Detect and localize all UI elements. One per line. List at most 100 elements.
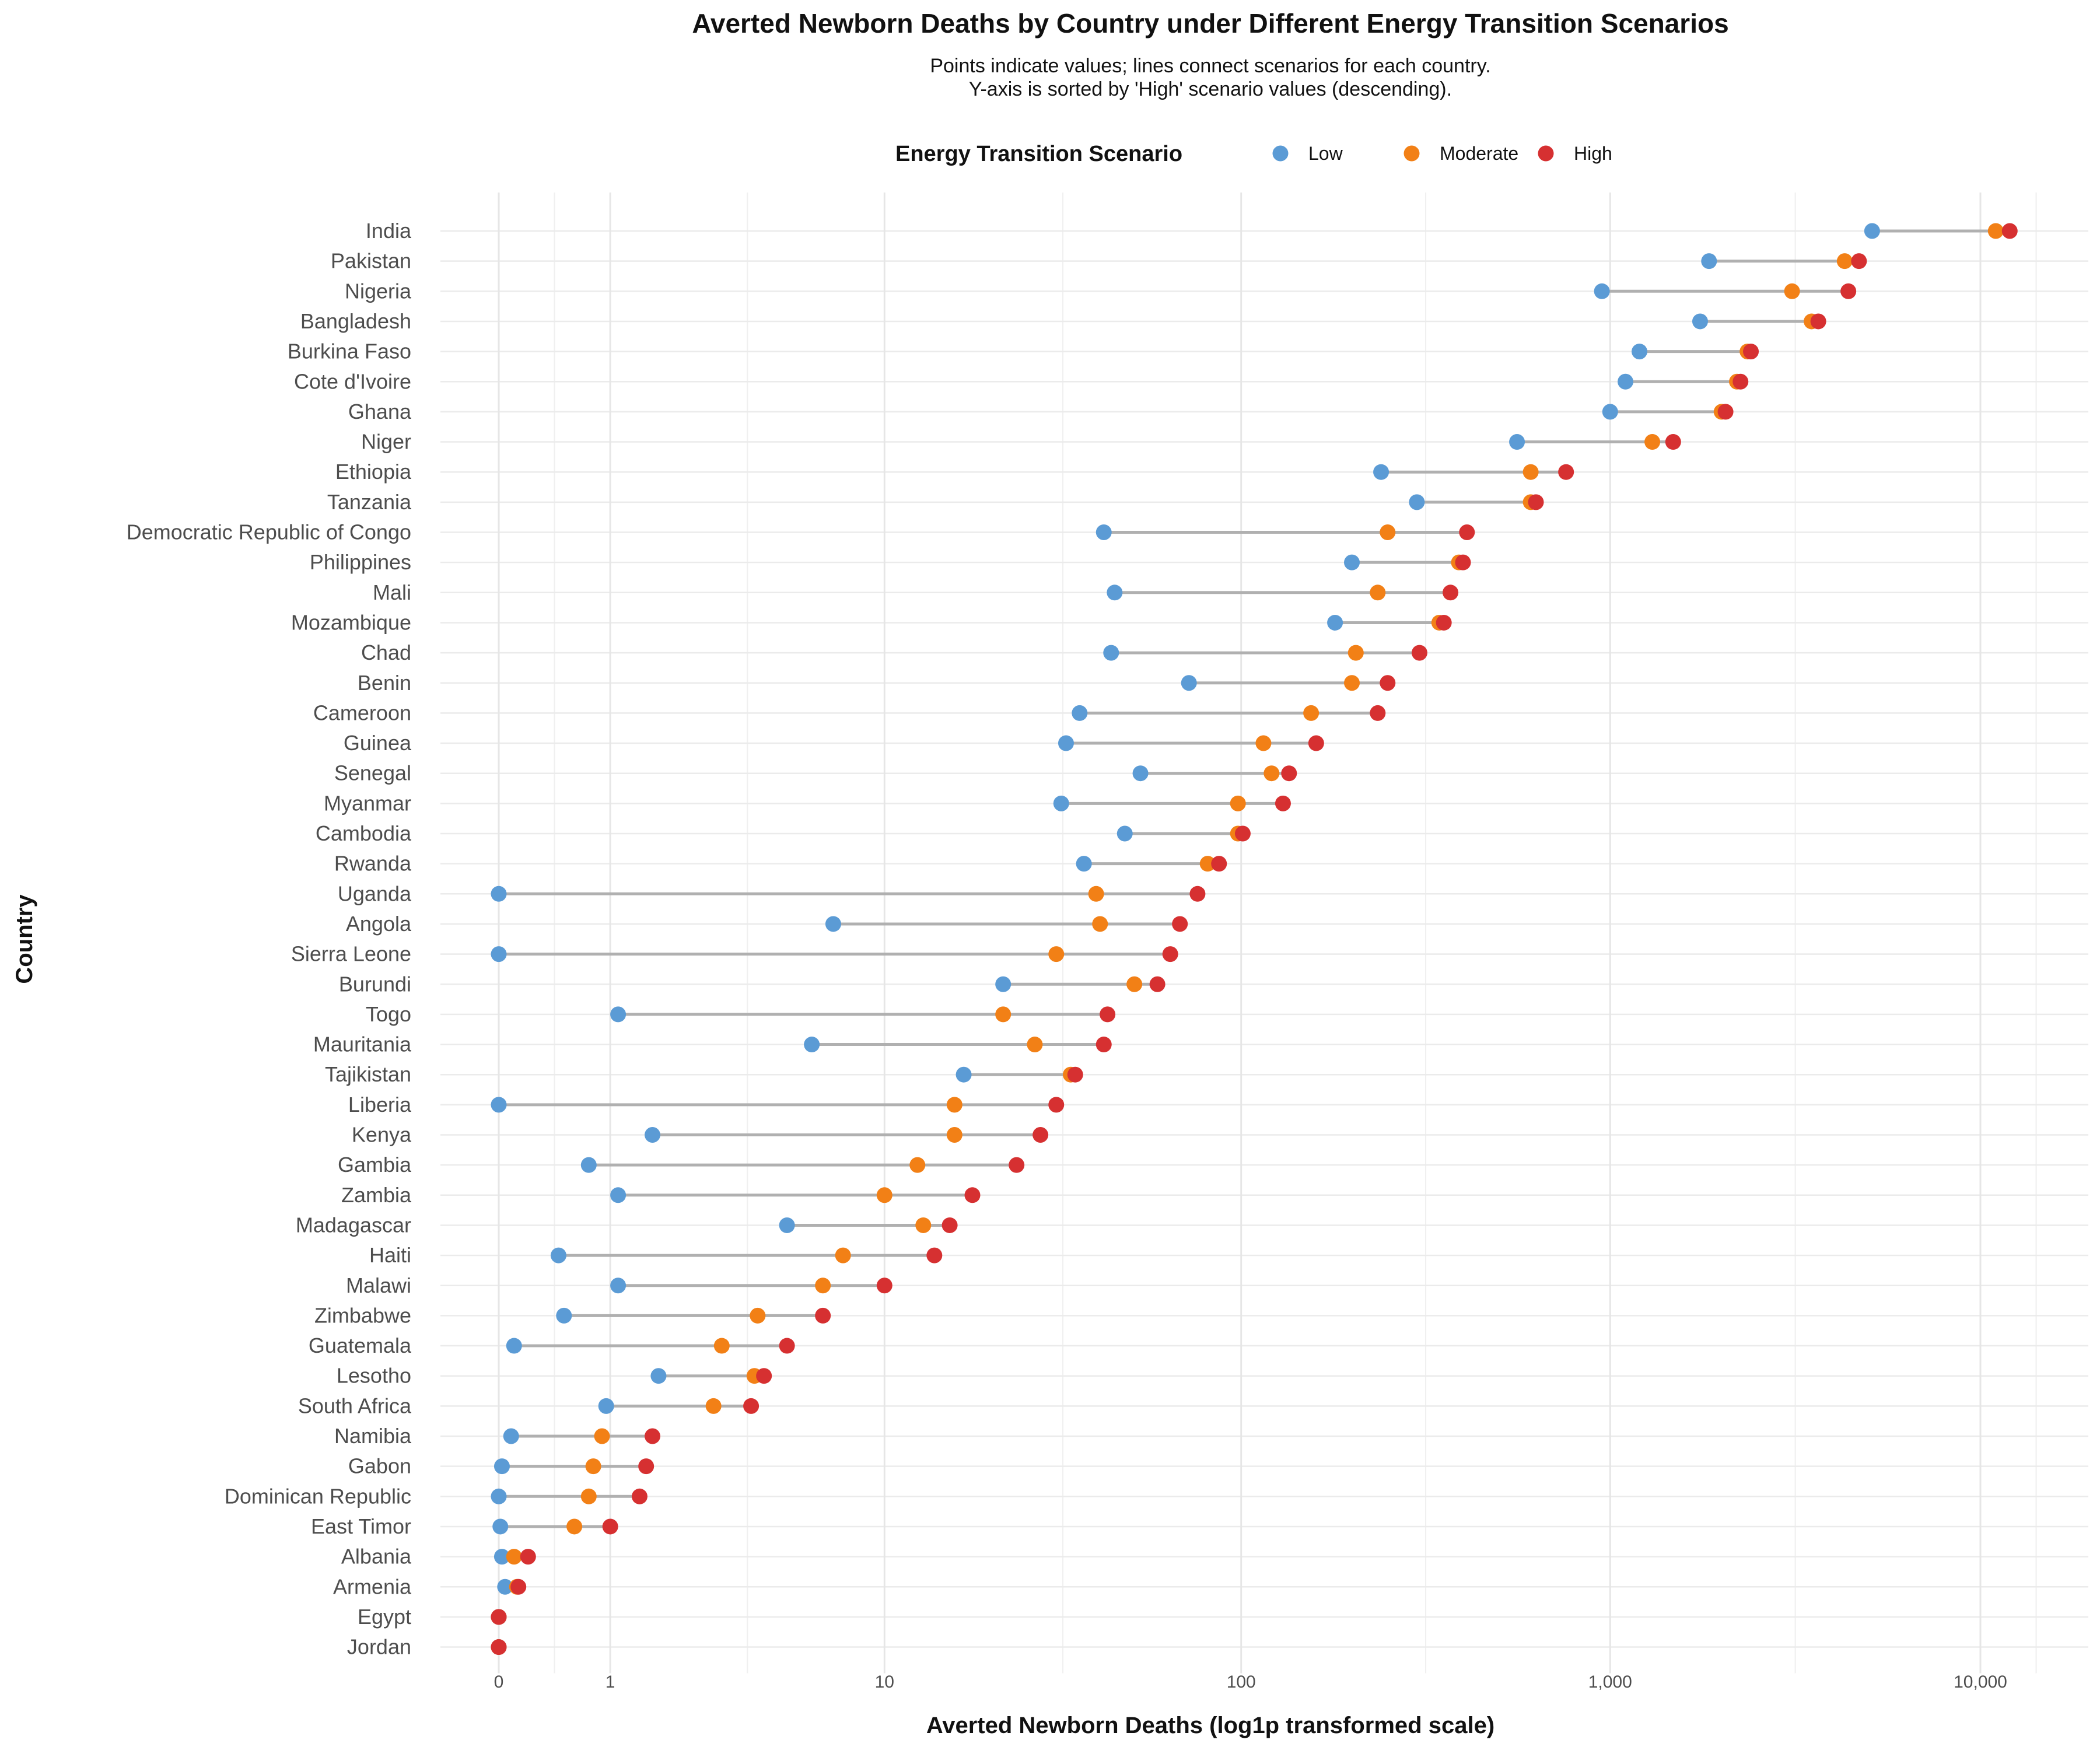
point-moderate: [1370, 584, 1386, 601]
point-moderate: [1348, 645, 1364, 661]
point-high: [638, 1458, 654, 1475]
y-tick-label: Gabon: [348, 1454, 411, 1478]
point-moderate: [1027, 1037, 1043, 1053]
point-low: [1327, 614, 1343, 631]
point-low: [825, 916, 841, 932]
point-high: [1281, 765, 1297, 782]
point-moderate: [585, 1458, 601, 1475]
y-tick-label: Guinea: [344, 731, 412, 755]
y-tick-label: Togo: [366, 1002, 411, 1026]
point-low: [1594, 283, 1610, 299]
y-tick-label: Jordan: [347, 1635, 411, 1659]
y-tick-label: Angola: [346, 912, 412, 936]
point-high: [743, 1398, 760, 1414]
point-moderate: [506, 1549, 522, 1565]
point-low: [506, 1338, 522, 1354]
y-tick-label: Tajikistan: [325, 1062, 411, 1086]
point-high: [1149, 976, 1166, 992]
point-high: [815, 1307, 831, 1324]
point-moderate: [1264, 765, 1280, 782]
point-high: [645, 1428, 661, 1444]
legend-swatch: [1272, 145, 1289, 162]
legend-swatch: [1538, 145, 1554, 162]
point-low: [1701, 253, 1717, 270]
point-high: [1851, 253, 1867, 270]
y-tick-label: Gambia: [338, 1153, 412, 1177]
point-moderate: [1199, 856, 1216, 872]
x-tick-label: 10,000: [1954, 1672, 2007, 1692]
x-axis-label: Averted Newborn Deaths (log1p transforme…: [926, 1713, 1494, 1738]
y-tick-label: India: [366, 219, 412, 243]
point-high: [1172, 916, 1188, 932]
point-high: [1411, 645, 1427, 661]
point-low: [491, 1097, 507, 1113]
y-tick-label: Haiti: [369, 1243, 411, 1267]
point-high: [1810, 313, 1826, 330]
point-high: [1455, 554, 1471, 570]
point-low: [645, 1127, 661, 1143]
y-tick-label: Mauritania: [313, 1032, 412, 1056]
point-moderate: [915, 1217, 932, 1233]
point-low: [494, 1549, 510, 1565]
point-low: [1631, 344, 1647, 360]
point-high: [1275, 795, 1291, 811]
y-tick-label: Lesotho: [337, 1364, 411, 1388]
point-high: [1032, 1127, 1049, 1143]
point-low: [1409, 494, 1425, 510]
legend-label: Low: [1308, 143, 1343, 164]
y-tick-label: Senegal: [334, 761, 411, 785]
x-tick-label: 100: [1227, 1672, 1256, 1692]
point-low: [556, 1307, 572, 1324]
point-moderate: [909, 1157, 926, 1173]
point-high: [1048, 1097, 1065, 1113]
x-tick-label: 1,000: [1588, 1672, 1632, 1692]
point-low: [503, 1428, 519, 1444]
y-tick-label: Madagascar: [296, 1213, 411, 1237]
point-moderate: [1126, 976, 1143, 992]
point-high: [942, 1217, 958, 1233]
y-tick-label: Liberia: [348, 1093, 412, 1116]
y-tick-label: Albania: [341, 1545, 412, 1569]
point-high: [491, 1639, 507, 1656]
y-tick-label: Myanmar: [324, 791, 411, 815]
point-moderate: [594, 1428, 610, 1444]
x-tick-label: 0: [494, 1672, 504, 1692]
y-tick-label: Cote d'Ivoire: [294, 369, 411, 393]
point-high: [1162, 946, 1178, 963]
point-high: [1528, 494, 1544, 510]
point-low: [550, 1247, 566, 1264]
point-high: [756, 1368, 772, 1384]
point-low: [491, 1488, 507, 1504]
y-tick-label: Tanzania: [327, 490, 412, 514]
point-low: [1116, 825, 1133, 842]
x-axis-tick-labels: 0 1 10 100 1,000 10,000: [494, 1672, 2007, 1692]
chart-subtitle-line-1: Points indicate values; lines connect sc…: [930, 55, 1490, 77]
point-low: [804, 1037, 820, 1053]
point-low: [491, 946, 507, 963]
point-high: [1096, 1037, 1112, 1053]
y-tick-label: Dominican Republic: [225, 1484, 411, 1508]
point-high: [1067, 1066, 1083, 1083]
point-low: [1132, 765, 1149, 782]
legend-label: Moderate: [1440, 143, 1518, 164]
point-low: [1053, 795, 1069, 811]
connector-lines: [499, 229, 2010, 1588]
point-moderate: [1836, 253, 1853, 270]
point-moderate: [876, 1187, 892, 1203]
y-tick-label: Ghana: [348, 400, 412, 424]
y-tick-label: Namibia: [334, 1424, 412, 1448]
y-tick-label: Rwanda: [334, 852, 412, 876]
point-moderate: [1784, 283, 1800, 299]
y-tick-label: Malawi: [346, 1273, 411, 1297]
point-low: [1344, 554, 1360, 570]
y-tick-label: South Africa: [298, 1394, 412, 1418]
y-tick-label: Burundi: [339, 972, 411, 996]
y-tick-label: East Timor: [311, 1514, 411, 1538]
point-low: [1096, 524, 1112, 540]
y-axis-tick-labels: India Pakistan Nigeria Bangladesh Burkina Fa…: [127, 219, 412, 1659]
point-low: [779, 1217, 795, 1233]
point-moderate: [750, 1307, 766, 1324]
point-high: [1211, 856, 1227, 872]
point-moderate: [1522, 464, 1539, 480]
